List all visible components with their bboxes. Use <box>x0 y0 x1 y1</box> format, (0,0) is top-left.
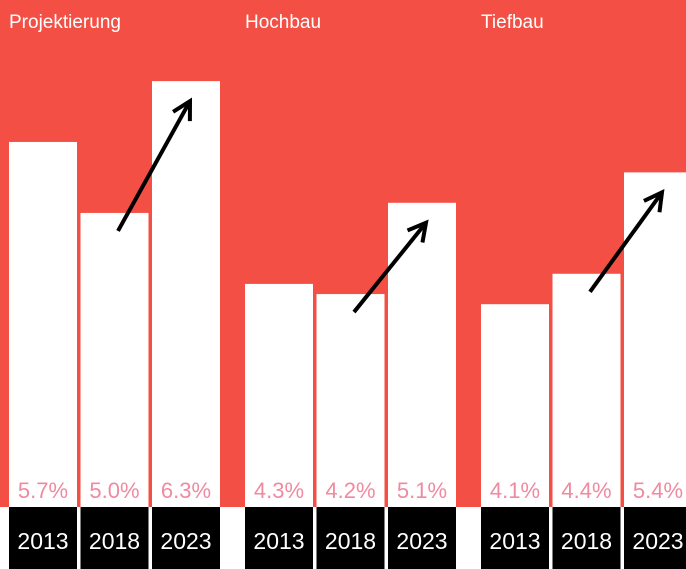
bar <box>481 304 549 507</box>
arrow-head <box>172 97 193 122</box>
value-label: 4.3% <box>254 478 304 503</box>
bar <box>624 172 686 507</box>
x-tick-label: 2023 <box>632 528 683 554</box>
panel-title: Hochbau <box>245 12 321 33</box>
trend-arrow <box>352 221 428 314</box>
x-tick-label: 2018 <box>325 528 376 554</box>
bar <box>552 273 621 507</box>
year-box <box>152 507 220 569</box>
panel-title: Projektierung <box>9 12 121 33</box>
x-tick-label: 2018 <box>561 528 612 554</box>
arrow-head <box>643 189 665 213</box>
value-label: 5.4% <box>633 478 683 503</box>
bar <box>152 81 220 508</box>
bar <box>388 202 456 508</box>
year-box <box>80 507 149 569</box>
x-tick-label: 2013 <box>17 528 68 554</box>
x-tick-label: 2023 <box>160 528 211 554</box>
bar <box>245 283 313 507</box>
year-box <box>245 507 313 569</box>
bar <box>80 212 149 507</box>
x-tick-label: 2013 <box>489 528 540 554</box>
year-box <box>552 507 621 569</box>
value-label: 5.0% <box>89 478 139 503</box>
year-box <box>388 507 456 569</box>
value-label: 5.7% <box>18 478 68 503</box>
year-box <box>481 507 549 569</box>
x-tick-label: 2018 <box>89 528 140 554</box>
trend-arrow <box>588 191 664 293</box>
value-label: 4.2% <box>325 478 375 503</box>
value-label: 5.1% <box>397 478 447 503</box>
trend-arrow <box>116 100 192 232</box>
x-tick-label: 2013 <box>253 528 304 554</box>
bar <box>316 294 385 507</box>
arrow-head <box>406 219 429 243</box>
year-box <box>624 507 686 569</box>
value-label: 4.1% <box>490 478 540 503</box>
x-tick-label: 2023 <box>396 528 447 554</box>
bar <box>9 141 77 507</box>
value-label: 6.3% <box>161 478 211 503</box>
year-box <box>9 507 77 569</box>
year-box <box>316 507 385 569</box>
panel-title: Tiefbau <box>481 12 544 33</box>
value-label: 4.4% <box>561 478 611 503</box>
